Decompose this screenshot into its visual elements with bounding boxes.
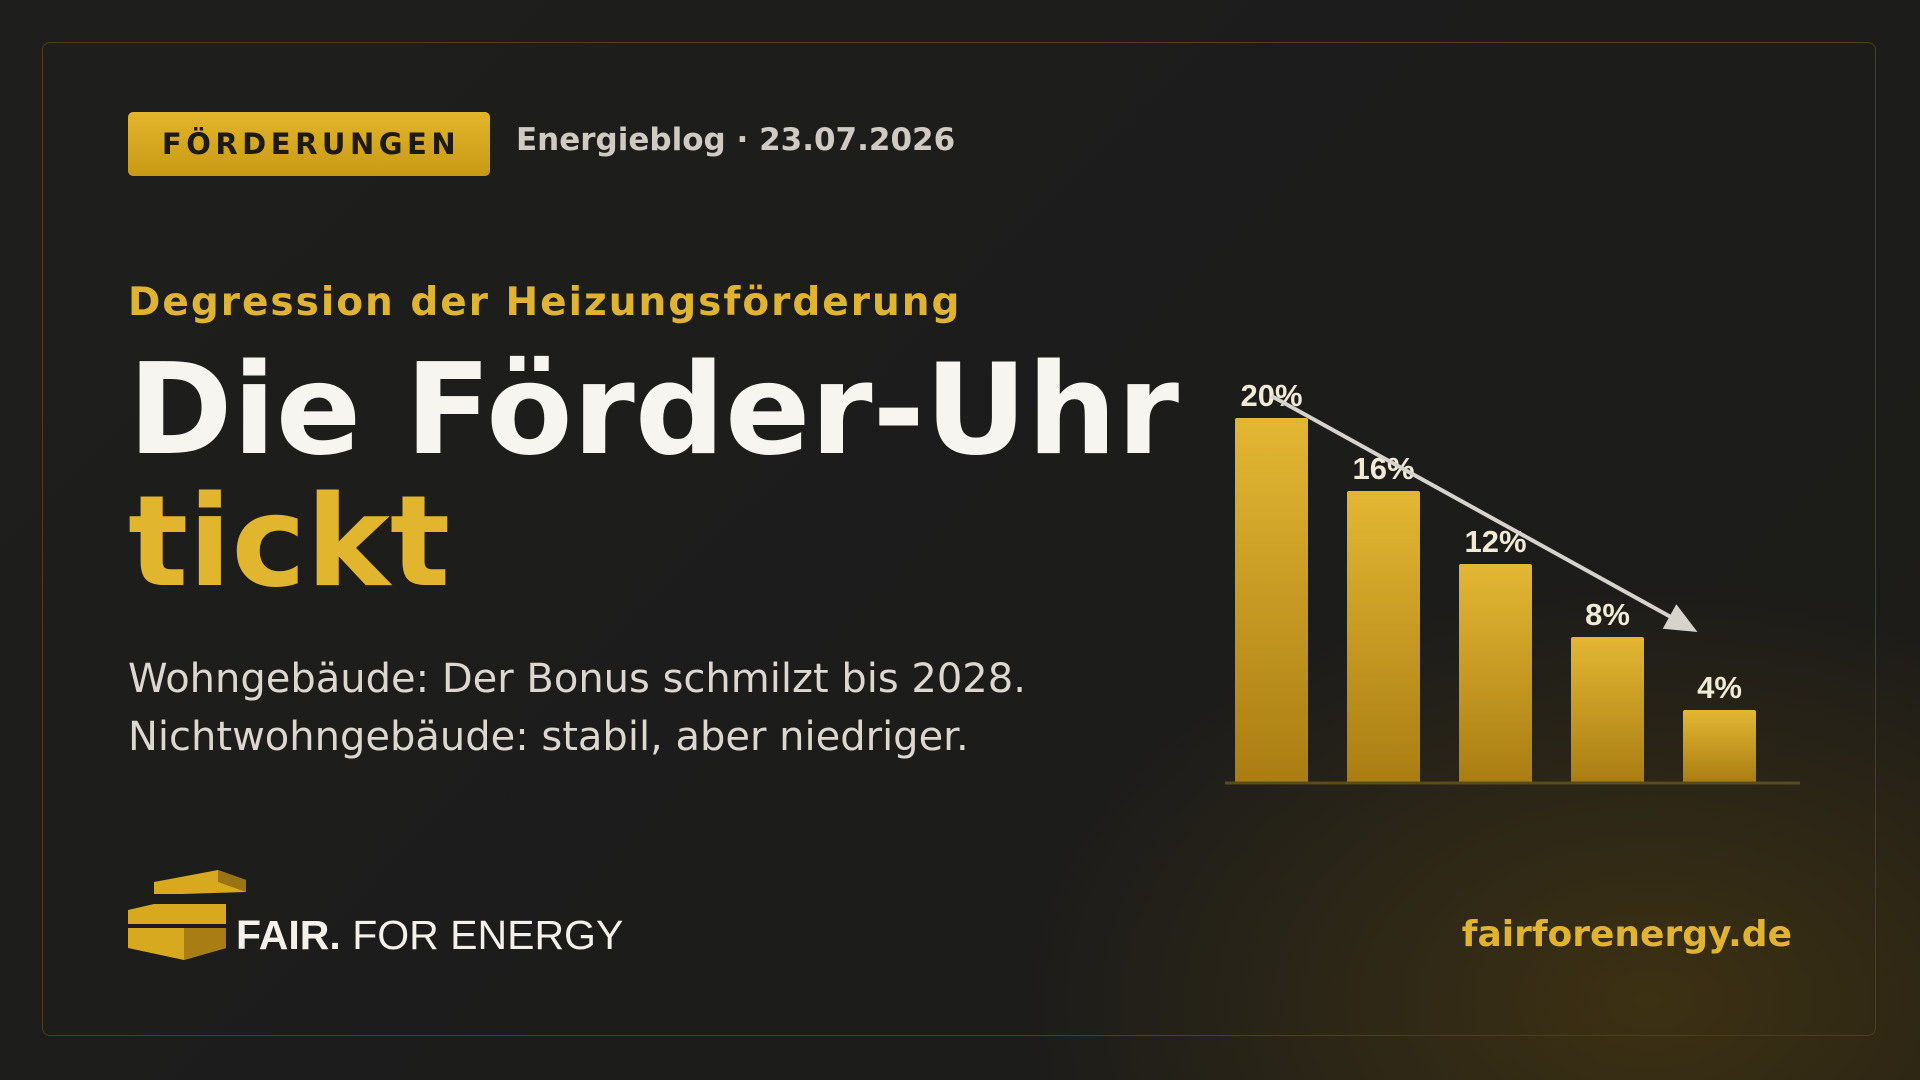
bar-value-label-3: 12% (1464, 524, 1526, 559)
category-tag[interactable]: FÖRDERUNGEN (128, 112, 490, 176)
trend-arrow-head-icon (1662, 604, 1698, 632)
headline-line-1: Die Förder-Uhr (128, 336, 1180, 483)
logo-mark-icon (128, 870, 246, 960)
lede: Wohngebäude: Der Bonus schmilzt bis 2028… (128, 650, 1026, 766)
trend-arrow-line (1270, 394, 1685, 626)
kicker-text: Degression der Heizungsförderung (128, 280, 962, 325)
brand-name-rest: FOR ENERGY (352, 912, 624, 958)
website-link[interactable]: fairforenergy.de (1461, 914, 1792, 955)
post-meta: Energieblog · 23.07.2026 (516, 122, 956, 158)
brand-logo (128, 870, 246, 960)
bar-value-label-4: 8% (1585, 597, 1630, 632)
brand-name-strong: FAIR. (236, 912, 341, 958)
card-frame (42, 42, 1876, 1036)
lede-line-2: Nichtwohngebäude: stabil, aber niedriger… (128, 714, 969, 760)
bar-1 (1235, 418, 1308, 783)
lede-line-1: Wohngebäude: Der Bonus schmilzt bis 2028… (128, 656, 1026, 702)
brand-wordmark: FAIR. FOR ENERGY (236, 912, 623, 959)
degression-bar-chart: 20%16%12%8%4% (1225, 378, 1800, 785)
bar-3 (1459, 564, 1532, 783)
bar-2 (1347, 491, 1420, 783)
bar-5 (1683, 710, 1756, 783)
headline-line-2: tickt (128, 468, 451, 615)
bar-4 (1571, 637, 1644, 783)
bar-value-label-5: 4% (1697, 670, 1742, 705)
